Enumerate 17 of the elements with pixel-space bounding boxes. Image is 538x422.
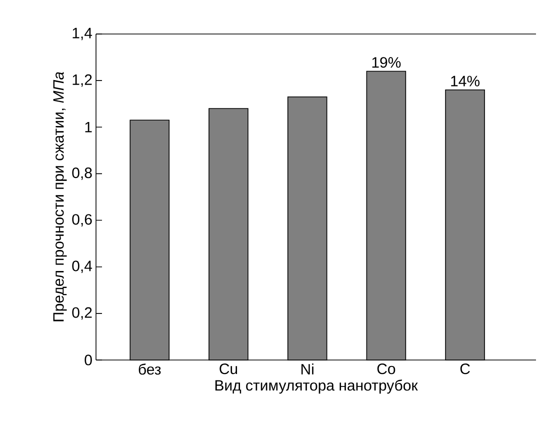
y-tick-label: 1,2	[72, 74, 92, 87]
x-tick-label: Ni	[301, 364, 314, 374]
x-tick-label: C	[460, 364, 470, 374]
y-axis-title: Предел прочности при сжатии, МПа	[53, 72, 67, 322]
annotation: 19%	[372, 57, 401, 68]
x-tick-label: Co	[377, 364, 396, 374]
y-tick-label: 0,4	[72, 260, 92, 274]
x-tick-label: Cu	[220, 364, 238, 374]
y-tick-label: 0	[84, 354, 92, 366]
y-tick-label: 0,2	[72, 307, 92, 320]
annotation: 14%	[451, 76, 480, 86]
y-tick-label: 0,6	[72, 214, 92, 226]
x-axis-title: Вид стимулятора нанотрубок	[215, 380, 418, 394]
y-tick-label: 0,8	[72, 168, 92, 180]
x-tick-label: без	[138, 364, 161, 375]
y-tick-label: 1,4	[72, 28, 92, 40]
y-tick-label: 1	[85, 122, 92, 132]
